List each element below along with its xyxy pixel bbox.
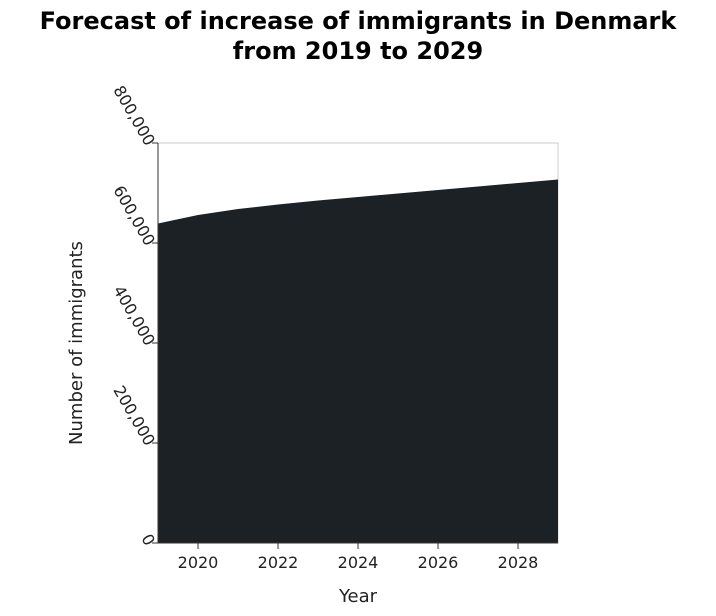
- y-tick-label: 0: [137, 531, 159, 549]
- x-tick-label: 2022: [258, 553, 299, 572]
- area-layer: [158, 179, 558, 543]
- y-tick-label: 600,000: [109, 182, 159, 249]
- area-series: [158, 179, 558, 543]
- y-axis-title: Number of immigrants: [66, 241, 87, 445]
- x-axis-title: Year: [338, 586, 378, 607]
- chart-title: Forecast of increase of immigrants in De…: [0, 6, 716, 66]
- y-axis: 0 200,000 400,000 600,000 800,000: [109, 82, 159, 549]
- chart-title-line-1: Forecast of increase of immigrants in De…: [39, 7, 677, 35]
- x-axis: 2020 2022 2024 2026 2028: [158, 542, 558, 572]
- x-tick-label: 2028: [498, 553, 539, 572]
- x-tick-label: 2020: [178, 553, 219, 572]
- x-tick-label: 2026: [418, 553, 459, 572]
- chart-title-line-2: from 2019 to 2029: [232, 37, 484, 65]
- y-tick-label: 800,000: [109, 82, 159, 149]
- x-tick-label: 2024: [338, 553, 379, 572]
- y-tick-label: 200,000: [109, 382, 159, 449]
- y-tick-label: 400,000: [109, 282, 159, 349]
